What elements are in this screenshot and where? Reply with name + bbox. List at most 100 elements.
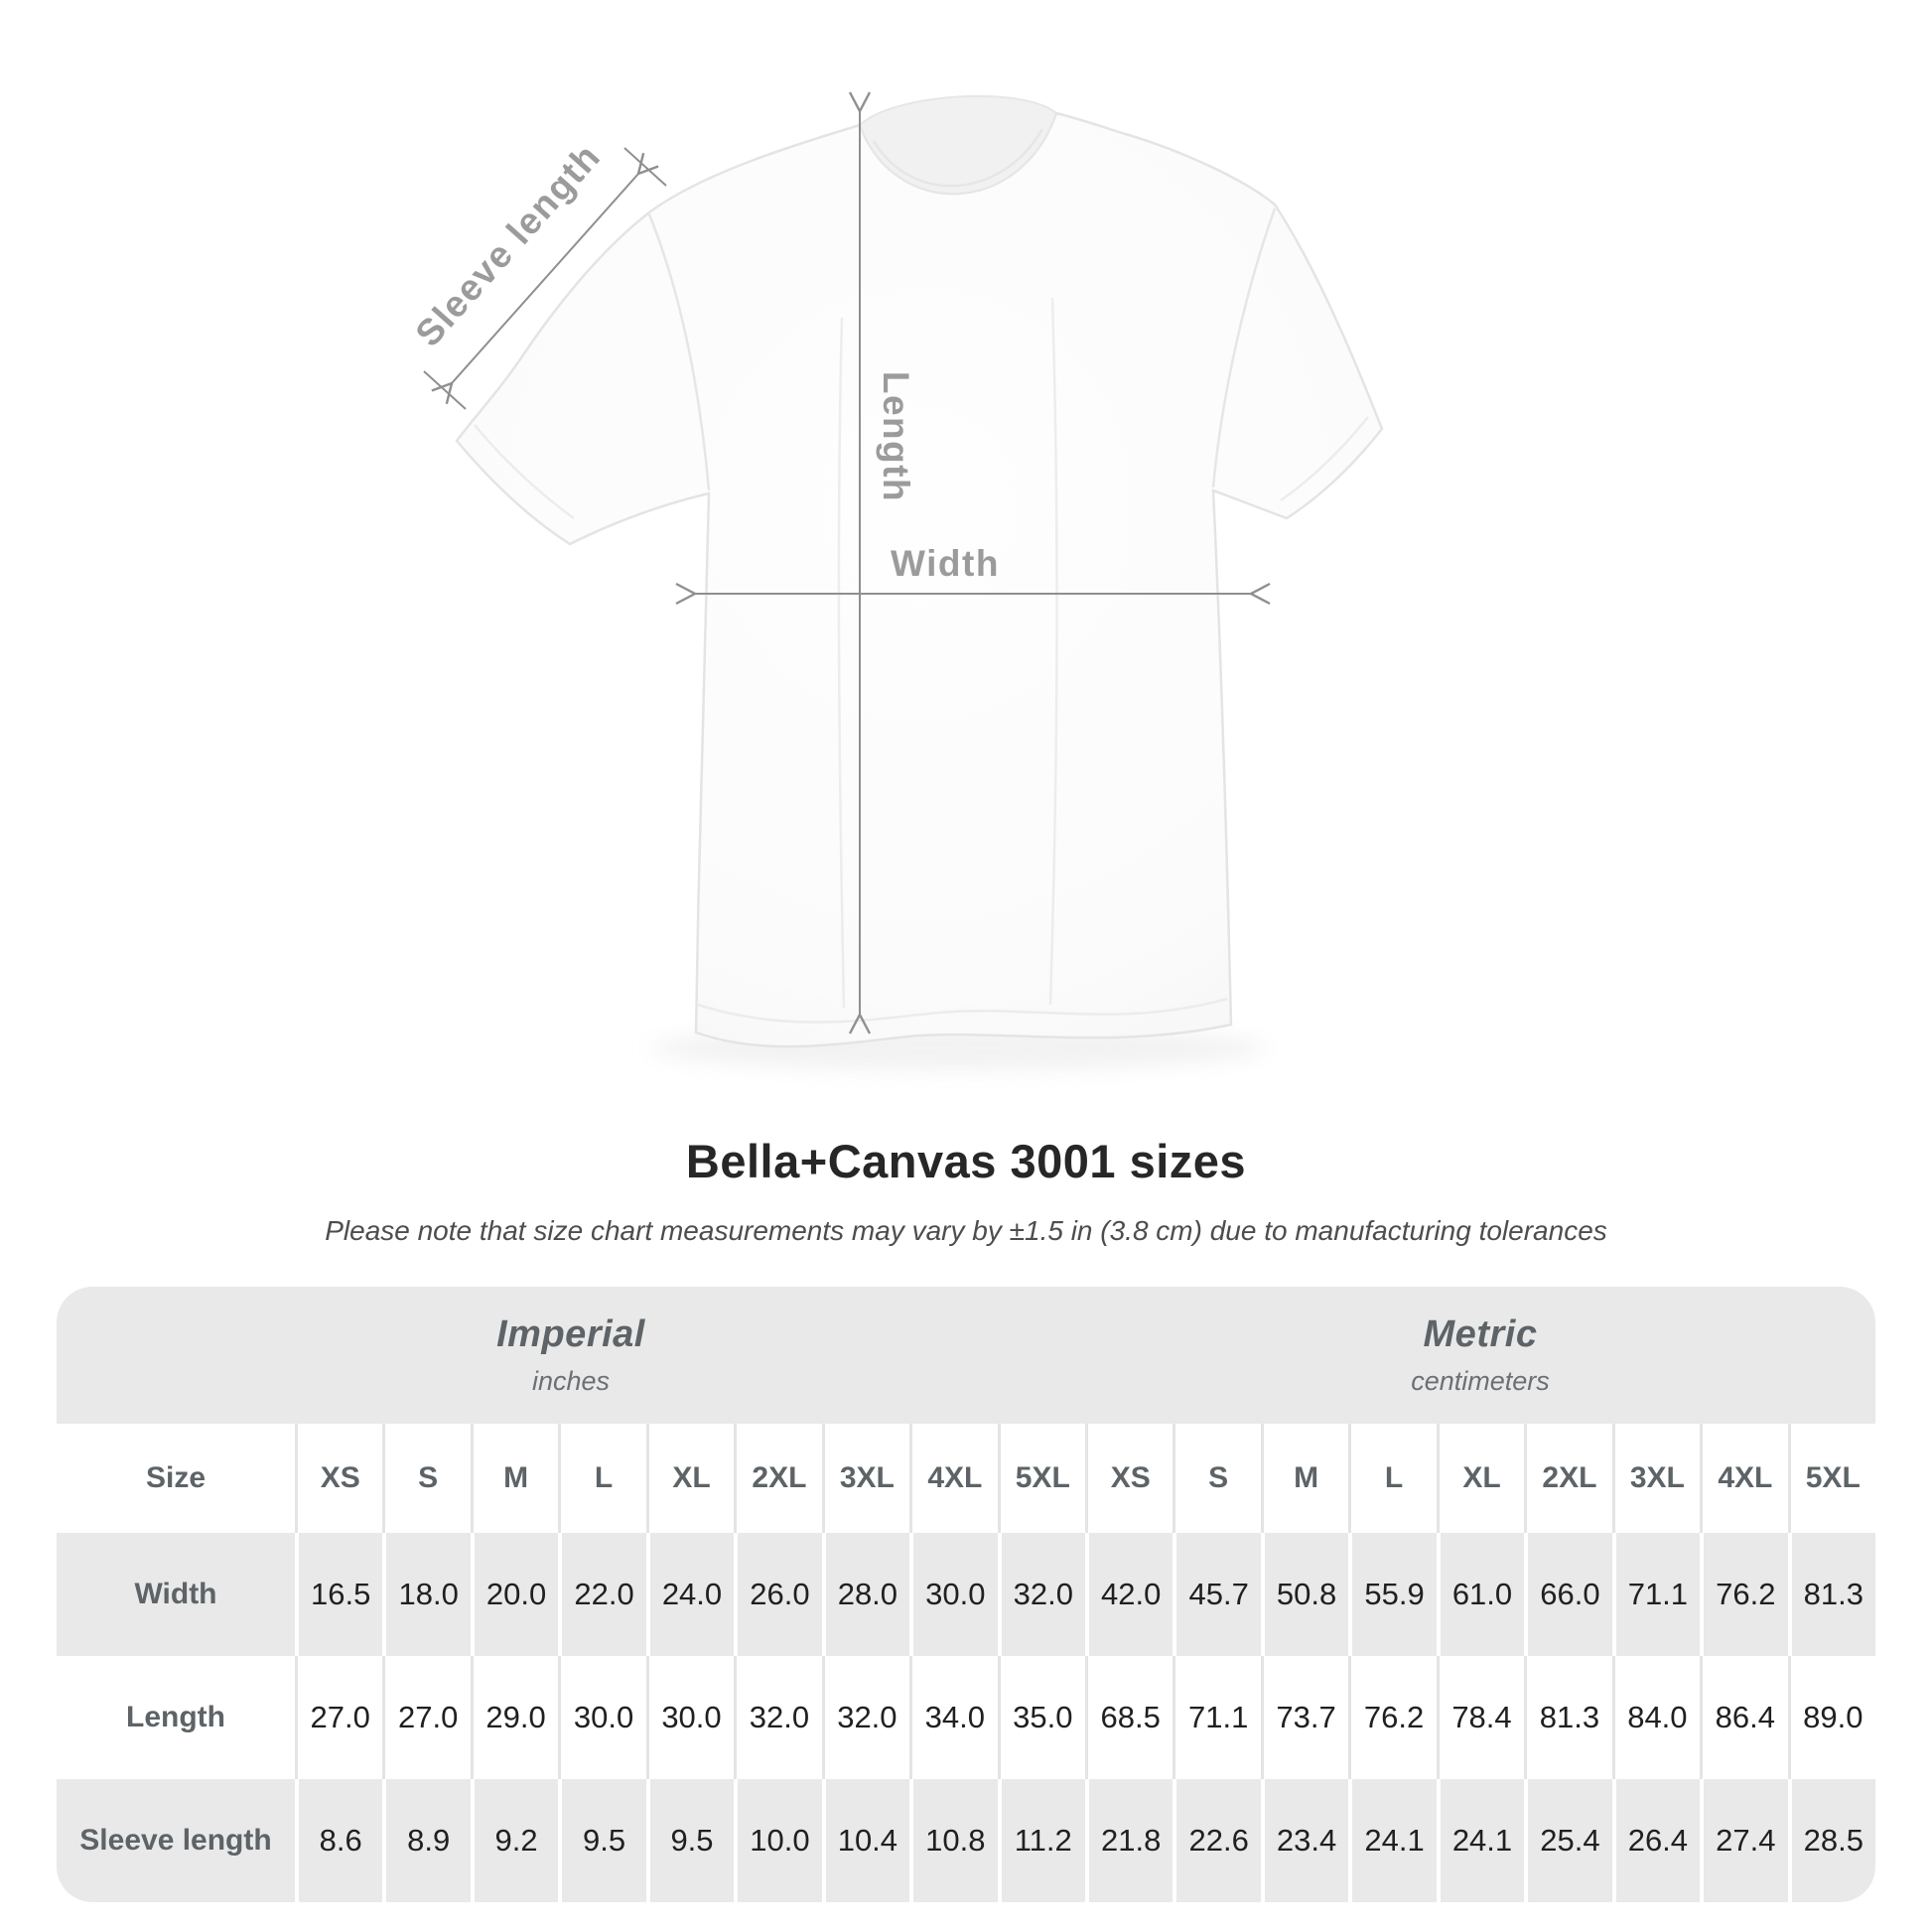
imperial-group-title: Imperial bbox=[496, 1313, 645, 1355]
value-cell: 27.0 bbox=[382, 1656, 470, 1779]
table-row: Width 16.5 18.0 20.0 22.0 24.0 26.0 28.0 30.0 32.… bbox=[57, 1533, 1875, 1656]
size-table: Imperial inches Metric centimeters Size X… bbox=[57, 1287, 1875, 1902]
value-cell: 10.8 bbox=[909, 1779, 997, 1902]
sleeve-length-tick-lower bbox=[423, 370, 467, 410]
table-row: Sleeve length 8.6 8.9 9.2 9.5 9.5 10.0 10.4 10.8… bbox=[57, 1779, 1875, 1902]
metric-group-header: Metric centimeters bbox=[1085, 1287, 1875, 1424]
imperial-group-header: Imperial inches bbox=[57, 1287, 1085, 1424]
value-cell: 20.0 bbox=[470, 1533, 558, 1656]
value-cell: 28.0 bbox=[821, 1533, 909, 1656]
size-header-cell: M bbox=[1260, 1424, 1348, 1533]
size-header-cell: L bbox=[558, 1424, 645, 1533]
value-cell: 10.0 bbox=[734, 1779, 821, 1902]
value-cell: 23.4 bbox=[1260, 1779, 1348, 1902]
size-header-cell: S bbox=[382, 1424, 470, 1533]
value-cell: 16.5 bbox=[295, 1533, 382, 1656]
value-cell: 71.1 bbox=[1173, 1656, 1260, 1779]
value-cell: 34.0 bbox=[909, 1656, 997, 1779]
value-cell: 71.1 bbox=[1611, 1533, 1700, 1656]
value-cell: 10.4 bbox=[821, 1779, 909, 1902]
value-cell: 24.1 bbox=[1436, 1779, 1524, 1902]
length-label: Length bbox=[876, 371, 916, 502]
size-header-cell: XL bbox=[645, 1424, 734, 1533]
hem-stitch-line bbox=[697, 997, 1228, 1024]
table-group-header-row: Imperial inches Metric centimeters bbox=[57, 1287, 1875, 1424]
value-cell: 22.6 bbox=[1173, 1779, 1260, 1902]
value-cell: 24.1 bbox=[1348, 1779, 1436, 1902]
size-header-cell: 4XL bbox=[1700, 1424, 1787, 1533]
value-cell: 9.5 bbox=[558, 1779, 645, 1902]
sleeve-length-tick-upper bbox=[623, 147, 667, 187]
size-header-cell: XS bbox=[295, 1424, 382, 1533]
value-cell: 68.5 bbox=[1084, 1656, 1173, 1779]
value-cell: 84.0 bbox=[1611, 1656, 1700, 1779]
tshirt-figure: Sleeve length Length Width bbox=[408, 91, 1384, 1070]
sleeve-length-arrow bbox=[431, 152, 659, 405]
table-row: Length 27.0 27.0 29.0 30.0 30.0 32.0 32.0 34.0 35… bbox=[57, 1656, 1875, 1779]
value-cell: 86.4 bbox=[1700, 1656, 1787, 1779]
value-cell: 76.2 bbox=[1348, 1656, 1436, 1779]
body-fold-right bbox=[1048, 297, 1058, 1006]
size-header-cell: XL bbox=[1436, 1424, 1524, 1533]
left-armhole-seam bbox=[647, 213, 711, 491]
tshirt-graphic: Sleeve length Length Width bbox=[408, 91, 1384, 1070]
left-cuff-line bbox=[474, 424, 575, 520]
row-label: Length bbox=[126, 1701, 225, 1733]
value-cell: 27.0 bbox=[295, 1656, 382, 1779]
size-header-cell: 2XL bbox=[1524, 1424, 1611, 1533]
value-cell: 18.0 bbox=[382, 1533, 470, 1656]
value-cell: 29.0 bbox=[470, 1656, 558, 1779]
value-cell: 24.0 bbox=[645, 1533, 734, 1656]
value-cell: 61.0 bbox=[1436, 1533, 1524, 1656]
size-header-cell: XS bbox=[1084, 1424, 1173, 1533]
value-cell: 76.2 bbox=[1700, 1533, 1787, 1656]
value-cell: 45.7 bbox=[1173, 1533, 1260, 1656]
value-cell: 50.8 bbox=[1260, 1533, 1348, 1656]
value-cell: 27.4 bbox=[1700, 1779, 1787, 1902]
page-title: Bella+Canvas 3001 sizes bbox=[685, 1135, 1247, 1187]
value-cell: 26.0 bbox=[734, 1533, 821, 1656]
value-cell: 32.0 bbox=[821, 1656, 909, 1779]
value-cell: 21.8 bbox=[1084, 1779, 1173, 1902]
value-cell: 26.4 bbox=[1611, 1779, 1700, 1902]
size-header-cell: S bbox=[1173, 1424, 1260, 1533]
value-cell: 25.4 bbox=[1524, 1779, 1611, 1902]
value-cell: 73.7 bbox=[1260, 1656, 1348, 1779]
right-armhole-seam bbox=[1211, 207, 1277, 488]
value-cell: 30.0 bbox=[558, 1656, 645, 1779]
value-cell: 81.3 bbox=[1787, 1533, 1875, 1656]
value-cell: 9.5 bbox=[645, 1779, 734, 1902]
value-cell: 8.6 bbox=[295, 1779, 382, 1902]
metric-group-title: Metric bbox=[1423, 1313, 1538, 1355]
table-header-row: Size XS S M L XL 2XL 3XL 4XL 5XL XS S M L XL 2XL 3XL 4XL 5… bbox=[57, 1424, 1875, 1533]
value-cell: 55.9 bbox=[1348, 1533, 1436, 1656]
value-cell: 11.2 bbox=[997, 1779, 1085, 1902]
size-header-cell: M bbox=[470, 1424, 558, 1533]
value-cell: 42.0 bbox=[1084, 1533, 1173, 1656]
width-label: Width bbox=[891, 543, 1000, 584]
row-label: Width bbox=[134, 1578, 217, 1610]
imperial-group-units: inches bbox=[531, 1366, 611, 1396]
value-cell: 8.9 bbox=[382, 1779, 470, 1902]
value-cell: 32.0 bbox=[734, 1656, 821, 1779]
value-cell: 32.0 bbox=[997, 1533, 1085, 1656]
size-header-cell: 3XL bbox=[1611, 1424, 1700, 1533]
value-cell: 30.0 bbox=[645, 1656, 734, 1779]
tolerance-note: Please note that size chart measurements… bbox=[325, 1215, 1607, 1246]
size-header-cell: 4XL bbox=[909, 1424, 997, 1533]
row-label: Sleeve length bbox=[79, 1824, 272, 1857]
length-annotation: Length bbox=[848, 91, 916, 1035]
size-header-cell: 2XL bbox=[734, 1424, 821, 1533]
value-cell: 28.5 bbox=[1787, 1779, 1875, 1902]
value-cell: 22.0 bbox=[558, 1533, 645, 1656]
size-column-header: Size bbox=[145, 1461, 207, 1494]
size-header-cell: 5XL bbox=[997, 1424, 1085, 1533]
value-cell: 66.0 bbox=[1524, 1533, 1611, 1656]
body-fold-left bbox=[837, 317, 846, 1009]
width-annotation: Width bbox=[675, 543, 1271, 606]
value-cell: 30.0 bbox=[909, 1533, 997, 1656]
value-cell: 89.0 bbox=[1787, 1656, 1875, 1779]
value-cell: 81.3 bbox=[1524, 1656, 1611, 1779]
right-cuff-line bbox=[1280, 416, 1369, 502]
